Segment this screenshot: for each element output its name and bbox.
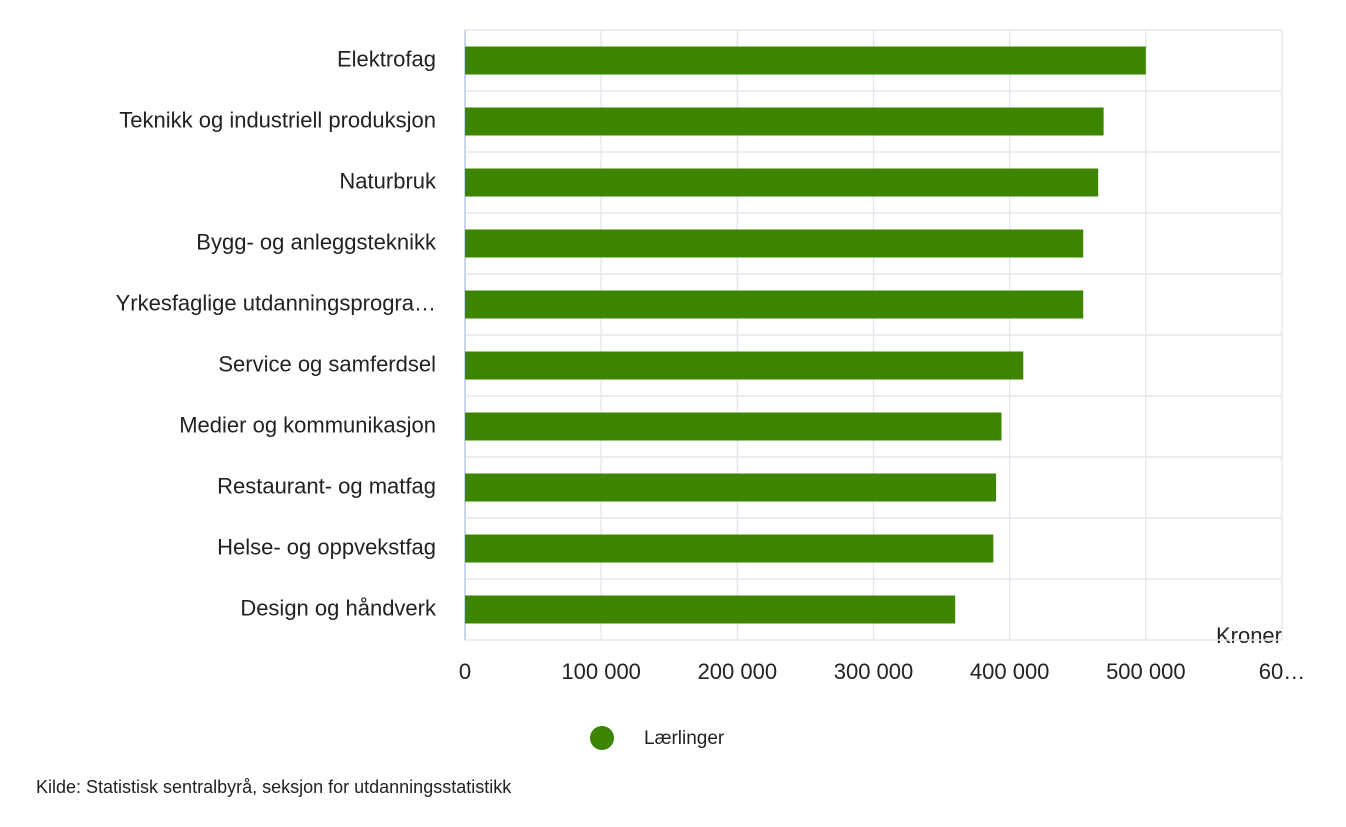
x-tick-label: 500 000 — [1106, 659, 1186, 684]
source: Kilde: Statistisk sentralbyrå, seksjon f… — [36, 777, 512, 797]
legend-label: Lærlinger — [644, 728, 725, 749]
bar — [465, 107, 1104, 136]
bar — [465, 229, 1084, 258]
y-tick-label: Medier og kommunikasjon — [179, 412, 436, 437]
x-axis-label: Kroner — [1216, 623, 1282, 648]
x-tick-label: 0 — [459, 659, 471, 684]
x-tick-label: 60… — [1259, 659, 1305, 684]
bar — [465, 412, 1002, 441]
x-tick-label: 400 000 — [970, 659, 1050, 684]
y-tick-label: Naturbruk — [339, 168, 437, 193]
y-tick-label: Bygg- og anleggsteknikk — [196, 229, 437, 254]
x-tick-label: 300 000 — [834, 659, 914, 684]
y-tick-label: Restaurant- og matfag — [217, 473, 436, 498]
y-tick-label: Helse- og oppvekstfag — [217, 534, 436, 559]
y-tick-label: Elektrofag — [337, 46, 436, 71]
legend-marker — [590, 726, 614, 750]
bar — [465, 595, 956, 624]
x-tick-label: 100 000 — [561, 659, 641, 684]
x-tick-label: 200 000 — [698, 659, 778, 684]
bar — [465, 534, 994, 563]
y-tick-label: Teknikk og industriell produksjon — [119, 107, 436, 132]
bar — [465, 46, 1146, 75]
y-tick-label: Service og samferdsel — [218, 351, 436, 376]
bar — [465, 168, 1099, 197]
y-tick-label: Design og håndverk — [240, 595, 437, 620]
bar — [465, 290, 1084, 319]
y-tick-label: Yrkesfaglige utdanningsprogra… — [116, 290, 436, 315]
bar — [465, 351, 1024, 380]
bar — [465, 473, 997, 502]
